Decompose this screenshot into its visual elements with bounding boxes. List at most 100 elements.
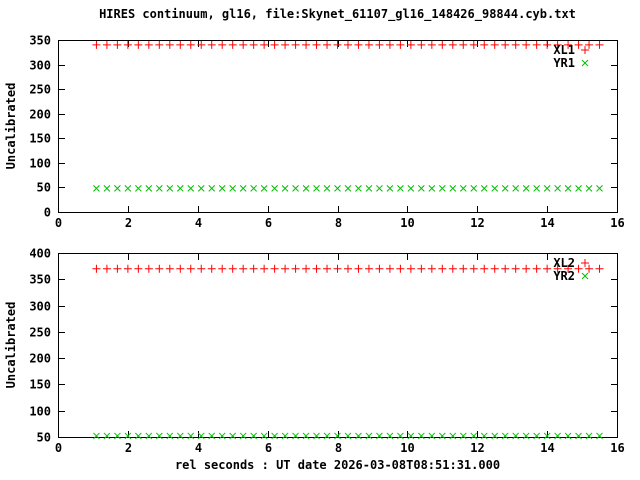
x-tick-label: 10 [400,441,414,455]
data-point [292,185,299,192]
data-point [428,432,436,440]
data-point [187,432,195,440]
x-tick-label: 10 [400,216,414,230]
data-point [134,40,143,49]
data-point [208,185,216,192]
x-tick-label: 4 [195,441,202,455]
x-tick-label: 6 [265,441,272,455]
data-point [165,264,174,273]
legend-marker [581,272,589,280]
data-point [564,264,573,273]
y-tick-label: 50 [37,431,51,445]
data-point [438,264,447,273]
data-point [166,185,174,192]
data-point [313,185,320,192]
data-point [469,264,478,273]
y-tick-label: 150 [29,378,51,392]
legend-label: YR2 [553,269,575,283]
data-point [218,40,227,49]
data-point [575,185,582,192]
data-point [406,264,415,273]
data-point [114,432,121,440]
data-point [596,185,603,192]
data-point [585,432,593,440]
data-point [501,185,509,192]
data-point [543,432,551,440]
data-point [123,264,132,273]
data-point [239,40,248,49]
data-point [511,264,520,273]
data-point [281,40,290,49]
legend-label: XL1 [553,43,575,57]
data-point [553,264,562,273]
data-point [491,432,499,440]
chart-title: HIRES continuum, gl16, file:Skynet_61107… [99,7,576,21]
x-tick-label: 14 [540,216,554,230]
data-point [438,432,446,440]
data-point [312,264,321,273]
data-point [364,40,373,49]
data-point [354,40,363,49]
data-point [207,40,216,49]
data-point [438,40,447,49]
data-point [135,432,142,440]
data-point [396,40,405,49]
data-point [522,264,531,273]
data-point [585,264,594,273]
data-point [102,40,111,49]
data-point [176,185,184,192]
data-point [302,40,311,49]
data-point [155,264,164,273]
data-point [323,264,332,273]
data-point [355,432,362,440]
data-point [480,185,488,192]
data-point [323,40,332,49]
data-point [197,40,206,49]
data-point [249,264,258,273]
data-point [281,432,289,440]
data-point [365,185,373,192]
x-tick-label: 8 [335,441,342,455]
data-point [469,40,478,49]
data-point [260,185,268,192]
data-point [239,264,248,273]
data-point [480,40,489,49]
y-tick-label: 200 [29,108,51,122]
data-point [145,185,153,192]
data-point [564,40,573,49]
data-point [229,185,237,192]
x-tick-label: 2 [125,441,132,455]
data-point [375,40,384,49]
data-point [490,40,499,49]
data-point [144,40,153,49]
data-point [417,185,425,192]
y-tick-label: 400 [29,247,51,261]
data-point [313,432,320,440]
data-point [564,432,572,440]
data-point [93,432,100,440]
data-point [532,264,541,273]
data-point [449,432,457,440]
data-point [114,185,121,192]
data-point [271,185,278,192]
data-point [218,185,226,192]
data-point [522,185,530,192]
data-point [207,264,216,273]
data-point [291,40,300,49]
data-point [343,264,352,273]
x-tick-label: 16 [610,216,624,230]
data-point [344,185,352,192]
data-point [323,432,331,440]
y-tick-label: 150 [29,132,51,146]
data-point [448,40,457,49]
data-point [574,264,583,273]
data-point [585,40,594,49]
data-point [355,185,362,192]
data-point [323,185,331,192]
x-tick-label: 6 [265,216,272,230]
data-point [533,185,540,192]
data-point [480,264,489,273]
legend-marker [581,59,589,67]
data-point [334,185,341,192]
data-point [480,432,488,440]
